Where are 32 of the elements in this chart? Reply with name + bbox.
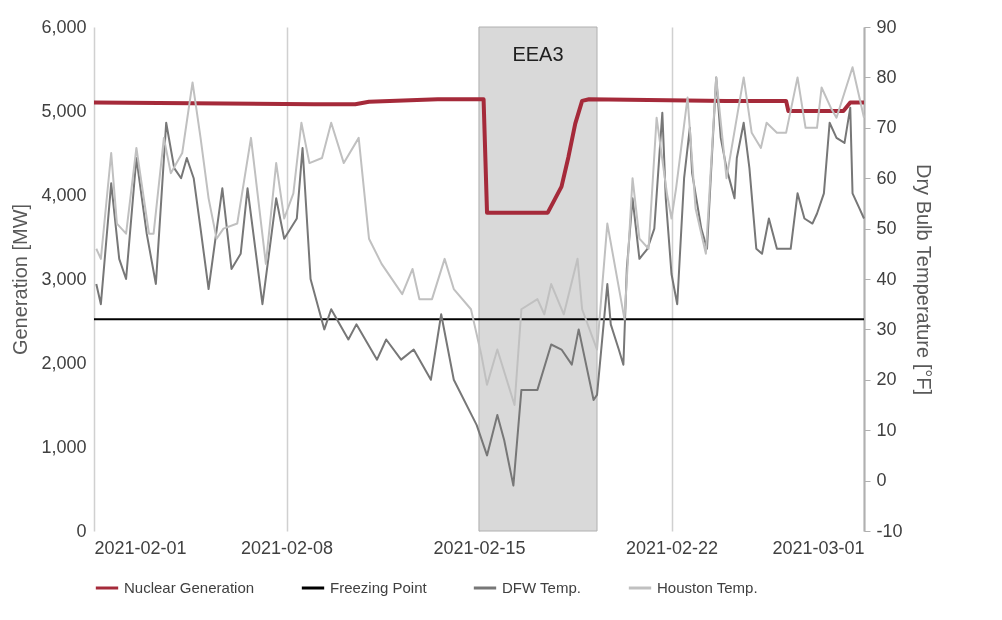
x-tick-label: 2021-02-01 (94, 537, 187, 558)
band-label: EEA3 (512, 43, 564, 65)
legend-label: Nuclear Generation (124, 579, 255, 596)
y2-tick-label: 60 (876, 167, 897, 188)
y2-tick-label: 40 (876, 268, 897, 289)
x-tick-label: 2021-02-22 (625, 537, 719, 558)
y2-tick-label: 0 (876, 470, 887, 491)
y-tick-label: 4,000 (41, 184, 87, 205)
y2-tick-label: 20 (876, 369, 897, 390)
y-tick-label: 0 (76, 520, 87, 541)
y-tick-label: 3,000 (41, 268, 87, 289)
y2-tick-label: -10 (876, 520, 903, 541)
y-axis-title: Generation [MW] (9, 203, 32, 356)
y2-tick-label: 70 (876, 117, 897, 138)
y2-tick-label: 80 (876, 66, 897, 87)
y2-tick-label: 30 (876, 318, 897, 339)
line-series (95, 66, 865, 406)
x-tick-label: 2021-03-01 (772, 537, 865, 558)
y2-tick-label: 90 (876, 16, 897, 37)
legend-label: DFW Temp. (502, 579, 581, 596)
y2-axis-title: Dry Bulb Temperature [°F] (912, 163, 935, 396)
x-tick-label: 2021-02-15 (433, 537, 526, 558)
y2-tick-label: 50 (876, 218, 897, 239)
y2-tick-label: 10 (876, 419, 897, 440)
legend-label: Houston Temp. (657, 579, 758, 596)
y-tick-label: 1,000 (41, 436, 87, 457)
y-tick-label: 5,000 (41, 100, 87, 121)
x-tick-label: 2021-02-08 (240, 537, 334, 558)
legend-label: Freezing Point (330, 579, 428, 596)
y-tick-label: 2,000 (41, 352, 87, 373)
line-series (92, 97, 866, 215)
y-tick-label: 6,000 (41, 16, 87, 37)
